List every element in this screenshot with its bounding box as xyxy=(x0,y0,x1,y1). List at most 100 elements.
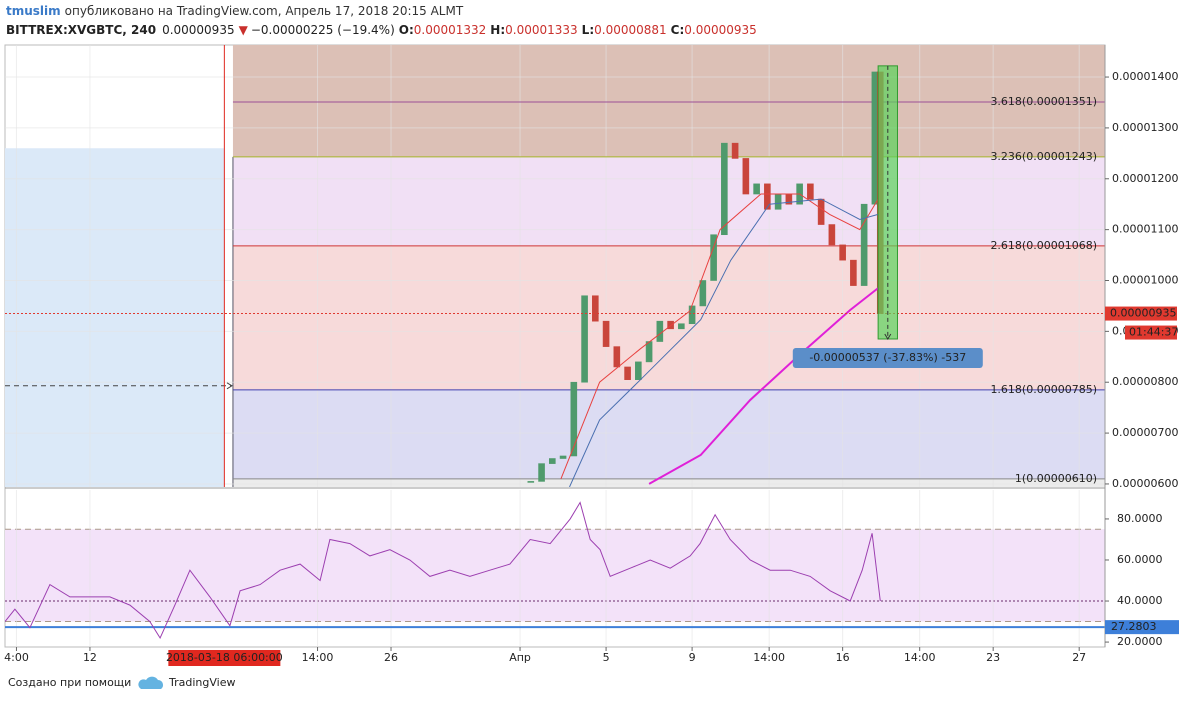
candle xyxy=(635,361,642,380)
measure-label: -0.00000537 (-37.83%) -537 xyxy=(809,351,966,364)
candle xyxy=(817,198,825,225)
x-tick-label: 23 xyxy=(986,651,1000,664)
candle xyxy=(656,320,664,342)
y-tick-label: 0.00000600 xyxy=(1112,477,1178,490)
x-tick-label: 26 xyxy=(384,651,398,664)
y-tick-label: 0.00000700 xyxy=(1112,426,1178,439)
measure-tag xyxy=(792,347,983,368)
candle xyxy=(624,366,631,380)
open: 0.00001332 xyxy=(414,23,487,37)
candle xyxy=(860,203,868,286)
symbol-line: BITTREX:XVGBTC, 240 0.00000935 ▼ −0.0000022… xyxy=(6,23,757,37)
candle xyxy=(753,183,760,195)
rsi-line xyxy=(5,501,881,640)
countdown-label: 01:44:37 xyxy=(1129,326,1178,339)
candle xyxy=(570,381,578,457)
x-tick-label: 14:00 xyxy=(753,651,785,664)
moving-average xyxy=(560,193,879,480)
x-tick-label: 12 xyxy=(83,651,97,664)
candle xyxy=(839,244,846,261)
crosshair-label: 2018-03-18 06:00:00 xyxy=(166,651,283,664)
y-tick-label: 20.0000 xyxy=(1117,635,1163,648)
candle xyxy=(710,234,717,281)
fib-zone xyxy=(232,156,1105,246)
candle xyxy=(581,295,588,383)
close-label: C: xyxy=(671,23,685,37)
open-label: O: xyxy=(399,23,414,37)
candle xyxy=(828,224,836,246)
high-label: H: xyxy=(490,23,505,37)
published: опубликовано на TradingView.com, Апрель … xyxy=(65,4,464,18)
x-tick-label: 9 xyxy=(689,651,696,664)
candle xyxy=(559,455,567,459)
candle xyxy=(764,183,771,210)
candle xyxy=(549,458,556,464)
axes: 27.2803 0.00000600 0.00000700 0.00000800 0.0… xyxy=(4,70,1179,666)
fib-label: 3.236(0.00001243) xyxy=(990,150,1097,163)
fib-label: 2.618(0.00001068) xyxy=(990,239,1097,252)
low-label: L: xyxy=(582,23,594,37)
last-price-tag xyxy=(1105,306,1177,321)
arrow: ▼ xyxy=(239,23,249,37)
candle xyxy=(699,280,707,307)
y-tick-label: 0.00000800 xyxy=(1112,375,1178,388)
candle xyxy=(645,341,653,363)
fib-zone xyxy=(232,45,1105,102)
candle xyxy=(807,183,814,200)
candle xyxy=(592,295,599,322)
baseline-label: 27.2803 xyxy=(1111,620,1157,633)
y-tick-label: 40.0000 xyxy=(1117,594,1163,607)
x-tick-label: 5 xyxy=(603,651,610,664)
header-line: tmuslim опубликовано на TradingView.com, … xyxy=(6,4,464,18)
moving-average xyxy=(648,287,879,485)
close: 0.00000935 xyxy=(684,23,757,37)
fib-zone xyxy=(232,389,1105,479)
y-tick-label: 80.0000 xyxy=(1117,512,1163,525)
y-tick-label: 0.00001100 xyxy=(1112,223,1178,236)
baseline-tag xyxy=(1105,620,1179,635)
x-tick-label: Апр xyxy=(509,651,531,664)
last-price-label: 0.00000935 xyxy=(1110,307,1176,320)
candle xyxy=(742,158,750,195)
fib-label: 1.618(0.00000785) xyxy=(990,383,1097,396)
crosshair-tag xyxy=(168,650,281,666)
y-tick-label: 0.00001400 xyxy=(1112,70,1178,83)
candle xyxy=(527,481,535,483)
x-tick-label: 16 xyxy=(836,651,850,664)
symbol: BITTREX:XVGBTC, 240 xyxy=(6,23,156,37)
last: 0.00000935 xyxy=(162,23,235,37)
measure-arrow-head xyxy=(884,333,892,340)
candle xyxy=(721,142,728,236)
candle xyxy=(850,259,857,286)
fib-zone-base xyxy=(232,478,1105,487)
moving-average xyxy=(569,198,879,487)
fib-label: 1(0.00000610) xyxy=(1015,472,1097,485)
fib-label: 3.618(0.00001351) xyxy=(990,95,1097,108)
fib-zone xyxy=(232,245,1105,390)
x-tick-label: 14:00 xyxy=(302,651,334,664)
price-pane: 3.618(0.00001351) 3.236(0.00001243) 2.618(… xyxy=(5,45,1105,487)
fib-zone xyxy=(232,101,1105,157)
date-range xyxy=(5,148,225,487)
footer-text: Создано при помощи xyxy=(8,676,131,689)
candle xyxy=(731,142,739,159)
change: −0.00000225 (−19.4%) xyxy=(251,23,395,37)
y-tick-label: 0.00001300 xyxy=(1112,121,1178,134)
rsi-pane xyxy=(5,490,1105,647)
footer-brand[interactable]: TradingView xyxy=(168,676,235,689)
rsi-band xyxy=(5,529,1105,622)
arrow-head xyxy=(226,382,233,390)
high: 0.00001333 xyxy=(505,23,578,37)
y-tick-label: 0.00001200 xyxy=(1112,172,1178,185)
candle xyxy=(774,193,782,210)
logo-icon xyxy=(138,676,164,689)
x-tick-label: 4:00 xyxy=(4,651,29,664)
x-tick-label: 27 xyxy=(1072,651,1086,664)
candle xyxy=(678,323,685,330)
y-tick-label: 60.0000 xyxy=(1117,553,1163,566)
x-tick-label: 14:00 xyxy=(904,651,936,664)
y-tick-label: 0.00001000 xyxy=(1112,273,1178,286)
low: 0.00000881 xyxy=(594,23,667,37)
